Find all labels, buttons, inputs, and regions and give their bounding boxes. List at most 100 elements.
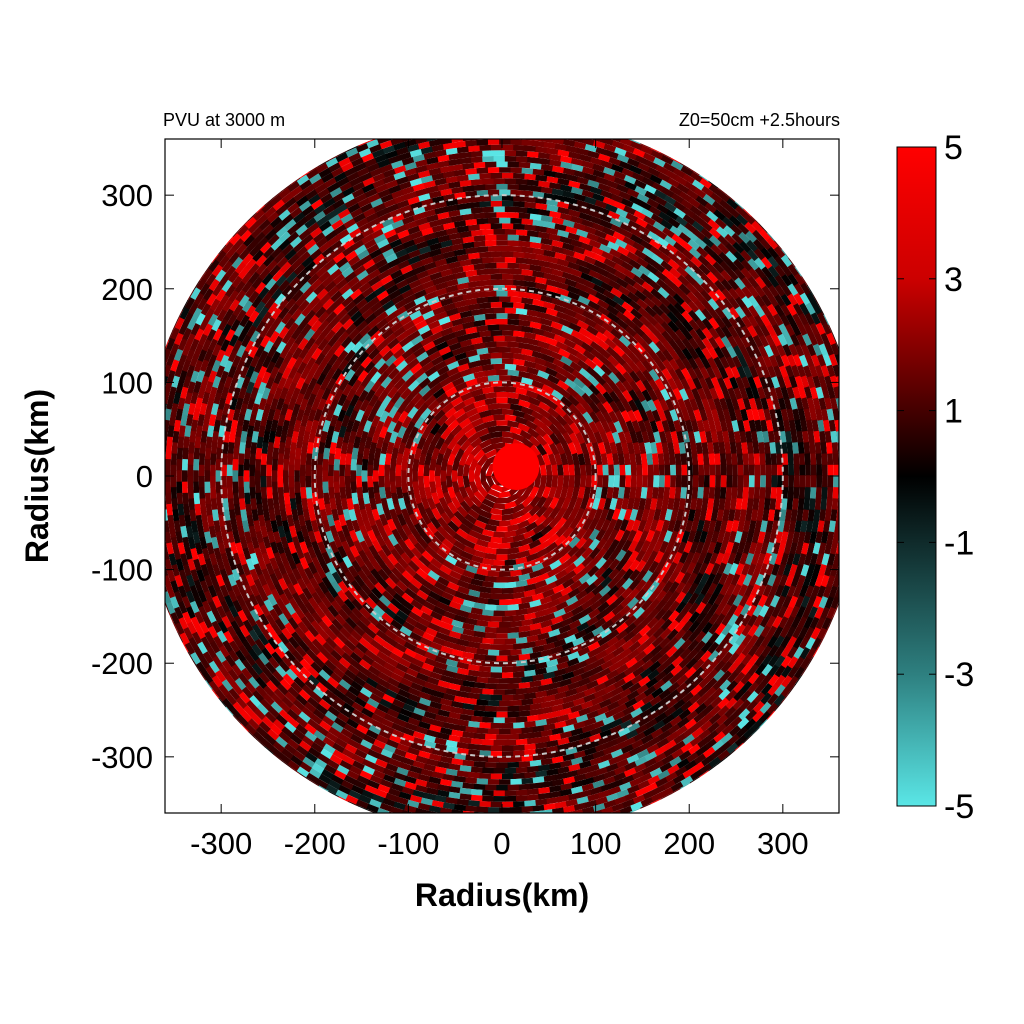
heatmap-cell — [555, 569, 569, 580]
heatmap-cell — [608, 567, 621, 581]
heatmap-cell — [456, 334, 470, 343]
heatmap-cell — [648, 589, 661, 603]
heatmap-cell — [568, 322, 582, 333]
heatmap-cell — [523, 275, 536, 283]
heatmap-cell — [392, 347, 406, 360]
heatmap-cell — [590, 592, 604, 604]
heatmap-cell — [479, 772, 492, 780]
heatmap-cell — [737, 475, 744, 488]
heatmap-cell — [395, 476, 402, 489]
heatmap-cell — [485, 464, 495, 477]
heatmap-cell — [403, 641, 417, 652]
heatmap-cell — [232, 459, 239, 472]
heatmap-cell — [518, 783, 531, 791]
heatmap-cell — [393, 519, 404, 533]
heatmap-cell — [571, 275, 585, 285]
heatmap-cell — [569, 579, 583, 591]
heatmap-cell — [387, 553, 399, 567]
heatmap-cell — [411, 315, 425, 326]
heatmap-cell — [530, 531, 545, 542]
heatmap-cell — [210, 453, 217, 466]
heatmap-cell — [430, 617, 444, 628]
heatmap-cell — [457, 586, 471, 595]
heatmap-cell — [485, 762, 498, 768]
heatmap-cell — [432, 553, 446, 565]
heatmap-cell — [573, 562, 586, 575]
heatmap-cell — [581, 392, 594, 405]
heatmap-cell — [348, 509, 357, 522]
heatmap-cell — [596, 537, 608, 551]
heatmap-cell — [457, 464, 464, 477]
heatmap-cell — [429, 470, 435, 483]
heatmap-cell — [515, 738, 529, 746]
heatmap-cell — [428, 590, 442, 602]
heatmap-cell — [594, 382, 607, 395]
heatmap-cell — [617, 452, 625, 466]
heatmap-cell — [602, 547, 615, 561]
heatmap-cell — [654, 340, 667, 353]
heatmap-cell — [444, 554, 458, 566]
heatmap-cell — [572, 636, 586, 647]
heatmap-cell — [622, 567, 635, 581]
heatmap-cell — [664, 430, 673, 444]
heatmap-cell — [689, 441, 698, 454]
heatmap-cell — [482, 767, 495, 774]
heatmap-cell — [547, 343, 561, 354]
heatmap-cell — [343, 598, 356, 612]
heatmap-cell — [311, 556, 322, 570]
heatmap-cell — [335, 503, 344, 517]
heatmap-cell — [545, 307, 558, 317]
heatmap-cell — [420, 329, 434, 341]
heatmap-cell — [670, 475, 677, 488]
heatmap-cell — [550, 621, 564, 631]
heatmap-cell — [436, 414, 449, 427]
heatmap-cell — [398, 284, 412, 295]
heatmap-cell — [540, 619, 554, 629]
heatmap-cell — [377, 568, 390, 582]
heatmap-cell — [466, 432, 480, 444]
heatmap-cell — [502, 722, 514, 729]
heatmap-cell — [489, 436, 502, 445]
heatmap-cell — [788, 464, 795, 476]
heatmap-cell — [288, 464, 295, 477]
heatmap-cell — [416, 589, 430, 601]
heatmap-cell — [193, 492, 200, 505]
heatmap-cell — [351, 419, 361, 433]
heatmap-cell — [621, 539, 633, 553]
heatmap-cell — [496, 784, 509, 791]
heatmap-cell — [520, 325, 534, 334]
heatmap-cell — [562, 463, 570, 476]
heatmap-cell — [399, 315, 413, 327]
heatmap-cell — [534, 667, 548, 676]
heatmap-cell — [360, 375, 372, 389]
heatmap-cell — [348, 529, 359, 543]
heatmap-cell — [343, 349, 356, 363]
heatmap-cell — [384, 577, 398, 590]
heatmap-cell — [442, 332, 456, 342]
heatmap-cell — [640, 332, 653, 345]
heatmap-cell — [354, 574, 366, 588]
heatmap-cell — [418, 555, 432, 568]
heatmap-cell — [475, 268, 489, 276]
heatmap-cell — [574, 393, 587, 406]
heatmap-cell — [333, 594, 346, 608]
heatmap-cell — [523, 303, 536, 311]
heatmap-cell — [606, 354, 620, 367]
heatmap-cell — [637, 419, 647, 433]
heatmap-cell — [418, 486, 427, 500]
heatmap-cell — [389, 481, 397, 494]
heatmap-cell — [380, 328, 394, 340]
heatmap-cell — [736, 452, 744, 465]
heatmap-cell — [493, 717, 506, 724]
heatmap-cell — [359, 524, 369, 538]
heatmap-cell — [363, 519, 373, 533]
heatmap-cell — [431, 306, 446, 316]
heatmap-cell — [619, 419, 630, 433]
heatmap-cell — [398, 365, 411, 378]
heatmap-cell — [479, 563, 492, 571]
heatmap-cell — [362, 420, 373, 434]
heatmap-cell — [412, 367, 426, 380]
heatmap-cell — [674, 570, 686, 584]
heatmap-cell — [413, 447, 422, 461]
heatmap-cell — [582, 527, 594, 541]
